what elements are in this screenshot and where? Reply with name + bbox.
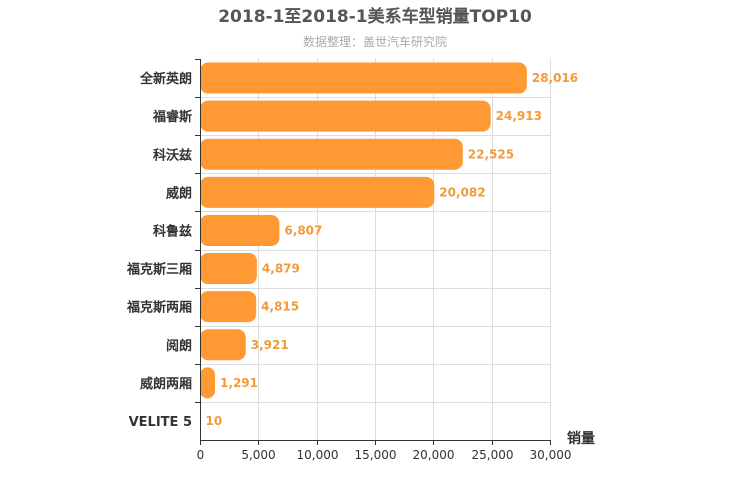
bar: [200, 367, 216, 399]
category-label: VELITE 5: [129, 415, 192, 430]
value-label: 10: [206, 414, 223, 428]
x-tick-label: 20,000: [413, 448, 455, 462]
bars: 28,016 24,913 22,525 20,082 6,807 4,879 4,815 3…: [200, 62, 578, 437]
value-label: 6,807: [284, 223, 322, 237]
x-tick-label: 10,000: [297, 448, 339, 462]
bar: [200, 214, 280, 246]
bar: [200, 291, 257, 323]
bar: [200, 253, 257, 285]
value-label: 3,921: [251, 338, 289, 352]
value-label: 4,815: [261, 300, 299, 314]
chart-title: 2018-1至2018-1美系车型销量TOP10: [218, 6, 532, 27]
category-label: 威朗: [166, 185, 192, 201]
value-label: 22,525: [468, 147, 514, 161]
category-label: 福克斯两厢: [126, 300, 192, 316]
bar: [200, 176, 435, 208]
grid: [200, 59, 551, 440]
category-label: 科沃兹: [153, 147, 192, 163]
x-axis-title: 销量: [567, 430, 595, 447]
value-label: 1,291: [220, 376, 258, 390]
category-label: 福睿斯: [152, 109, 192, 125]
bar: [200, 100, 491, 132]
category-label: 福克斯三厢: [126, 262, 192, 278]
x-tick-label: 15,000: [355, 448, 397, 462]
bar: [200, 138, 463, 170]
bar: [200, 329, 246, 361]
value-label: 4,879: [262, 262, 300, 276]
x-tick-label: 30,000: [530, 448, 572, 462]
x-tick-label: 5,000: [241, 448, 275, 462]
chart-subtitle: 数据整理：盖世汽车研究院: [303, 34, 447, 49]
x-tick-label: 25,000: [472, 448, 514, 462]
value-label: 24,913: [496, 109, 542, 123]
value-label: 28,016: [532, 71, 578, 85]
category-label: 威朗两厢: [140, 376, 192, 392]
x-tick-label: 0: [197, 448, 205, 462]
category-label: 阅朗: [166, 338, 192, 354]
category-label: 全新英朗: [139, 71, 192, 87]
category-label: 科鲁兹: [153, 223, 192, 239]
value-label: 20,082: [439, 185, 485, 199]
bar: [200, 62, 527, 94]
